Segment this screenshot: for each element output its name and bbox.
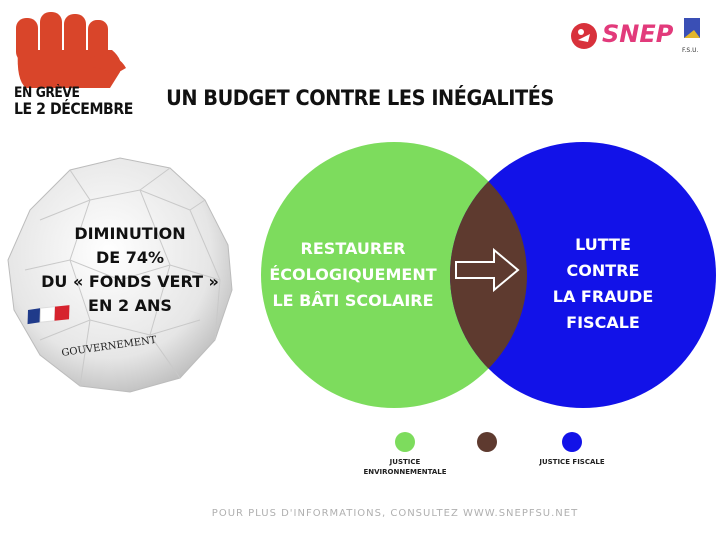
venn-diagram — [261, 142, 716, 408]
legend-env-line-1: JUSTICE — [389, 458, 421, 466]
right-label-line-3: FISCALE — [566, 313, 640, 332]
logo-text: SNEP — [602, 20, 674, 48]
legend-fiscal: JUSTICE FISCALE — [539, 458, 605, 466]
legend-dot-brown — [477, 432, 497, 452]
footer-info: POUR PLUS D'INFORMATIONS, CONSULTEZ WWW.… — [211, 508, 579, 519]
left-label-line-2: ÉCOLOGIQUEMENT — [269, 265, 437, 284]
right-label-line-2: LA FRAUDE — [552, 287, 654, 306]
right-label-line-1: LUTTE CONTRE — [566, 235, 640, 280]
paper-line-1: DIMINUTION — [74, 224, 186, 243]
legend-env-line-2: ENVIRONNEMENTALE — [363, 468, 447, 476]
page-title: UN BUDGET CONTRE LES INÉGALITÉS — [166, 86, 554, 110]
paper-line-3: DU « FONDS VERT » — [41, 272, 219, 291]
logo-subtext: F.S.U. — [682, 47, 699, 54]
legend-environmental: JUSTICE ENVIRONNEMENTALE — [355, 457, 455, 477]
venn-circle-blue — [450, 142, 716, 408]
venn-left-label: RESTAURER ÉCOLOGIQUEMENT LE BÂTI SCOLAIR… — [268, 236, 438, 314]
left-label-line-1: RESTAURER — [300, 239, 406, 258]
crumpled-paper-icon: GOUVERNEMENT — [7, 157, 233, 393]
legend-dot-blue — [562, 432, 582, 452]
strike-line-2: LE 2 DÉCEMBRE — [14, 99, 133, 118]
paper-line-4: EN 2 ANS — [88, 296, 172, 315]
arrow-right-icon — [455, 247, 520, 293]
raised-fist-icon — [16, 12, 126, 88]
snep-logo: SNEP F.S.U. — [571, 18, 700, 54]
left-label-line-3: LE BÂTI SCOLAIRE — [272, 291, 434, 310]
venn-circle-green — [261, 142, 527, 408]
strike-line-1: EN GRÈVE — [14, 85, 80, 101]
legend-dot-green — [395, 432, 415, 452]
paper-line-2: DE 74% — [95, 248, 165, 267]
venn-right-label: LUTTE CONTRE LA FRAUDE FISCALE — [538, 232, 668, 336]
